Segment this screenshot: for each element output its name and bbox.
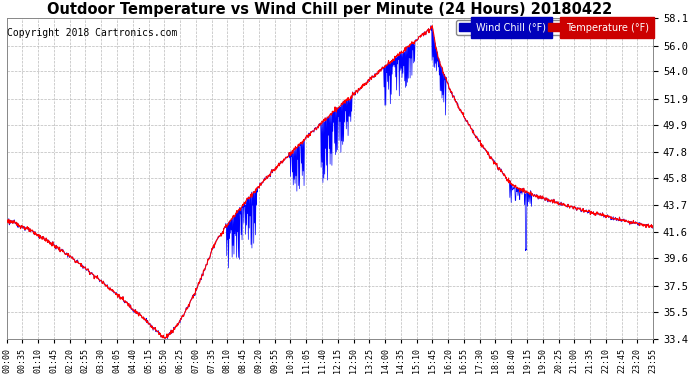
Title: Outdoor Temperature vs Wind Chill per Minute (24 Hours) 20180422: Outdoor Temperature vs Wind Chill per Mi…	[47, 2, 613, 17]
Legend: Wind Chill (°F), Temperature (°F): Wind Chill (°F), Temperature (°F)	[457, 20, 651, 35]
Text: Copyright 2018 Cartronics.com: Copyright 2018 Cartronics.com	[7, 28, 177, 38]
